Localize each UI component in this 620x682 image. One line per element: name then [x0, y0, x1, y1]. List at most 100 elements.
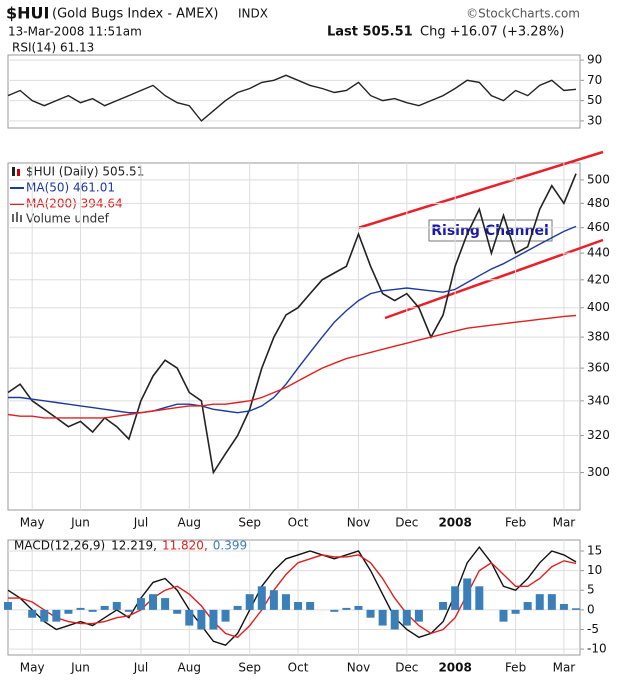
y-tick-label: 360 [587, 361, 610, 375]
macd-panel [7, 539, 581, 656]
x-tick-label: Sep [238, 516, 261, 530]
last: Last 505.51 [327, 25, 413, 40]
histogram-bar [475, 586, 484, 610]
y-tick-label: -5 [587, 622, 599, 636]
histogram-bar [124, 609, 133, 612]
x-tick-label: Oct [288, 661, 309, 675]
legend-label: $HUI (Daily) 505.51 [26, 165, 144, 179]
histogram-bar [209, 609, 218, 630]
histogram-bar [161, 598, 170, 610]
histogram-bar [559, 603, 568, 610]
histogram-bar [378, 609, 387, 626]
y-tick-label: 320 [587, 428, 610, 442]
x-tick-label: Mar [553, 516, 576, 530]
histogram-bar [257, 586, 266, 610]
credit: ©StockCharts.com [466, 7, 580, 21]
x-tick-label: Aug [178, 661, 201, 675]
x-tick-label: Feb [505, 516, 526, 530]
histogram-bar [197, 609, 206, 630]
date: 13-Mar-2008 11:51am [8, 25, 142, 39]
histogram-bar [245, 594, 254, 610]
x-tick-label: Nov [347, 661, 370, 675]
histogram-bar [76, 607, 85, 610]
histogram-bar [28, 609, 37, 618]
legend-value: 12.219, [111, 539, 157, 553]
y-tick-label: 480 [587, 196, 610, 210]
y-tick-label: -10 [587, 642, 607, 656]
x-tick-label: Oct [288, 516, 309, 530]
price-legend: Volume undef $HUI (Daily) 505.51 MA(50) 4… [10, 165, 144, 226]
symbol: $HUI [6, 4, 49, 23]
histogram-bar [149, 594, 158, 610]
histogram-bar [330, 609, 339, 612]
y-tick-label: 15 [587, 543, 602, 557]
annotation-box [428, 219, 553, 242]
histogram-bar [4, 602, 12, 610]
histogram-bar [64, 609, 73, 614]
legend-label: MA(50) 461.01 [26, 181, 115, 195]
histogram-bar [390, 609, 399, 630]
exchange: INDX [238, 7, 268, 21]
x-tick-label: 2008 [438, 661, 471, 675]
histogram-bar [281, 594, 290, 610]
y-tick-label: 30 [587, 113, 602, 127]
y-tick-label: 460 [587, 220, 610, 234]
rsi-panel [7, 54, 581, 129]
x-tick-label: Jul [133, 661, 148, 675]
y-tick-label: 0 [587, 602, 595, 616]
x-tick-label: Jun [70, 661, 90, 675]
chart-title: (Gold Bugs Index - AMEX) [52, 7, 218, 22]
histogram-bar [402, 609, 411, 626]
histogram-bar [511, 609, 520, 614]
x-tick-label: Mar [553, 661, 576, 675]
histogram-bar [354, 605, 363, 610]
histogram-bar [136, 598, 145, 610]
macd-title: MACD(12,26,9) [14, 539, 105, 553]
x-tick-label: Dec [395, 516, 418, 530]
x-tick-label: Jul [133, 516, 148, 530]
histogram-bar [100, 605, 109, 610]
histogram-bar [451, 586, 460, 610]
x-tick-label: Sep [238, 661, 261, 675]
legend-swatch [17, 169, 20, 176]
legend-swatch [16, 212, 18, 222]
x-tick-label: Feb [505, 661, 526, 675]
y-tick-label: 5 [587, 583, 595, 597]
series-line [7, 173, 577, 475]
histogram-bar [306, 602, 315, 610]
x-tick-label: Nov [347, 516, 370, 530]
histogram-bar [535, 594, 544, 610]
histogram-bar [547, 594, 556, 610]
series-line [7, 545, 577, 646]
histogram-bar [414, 609, 423, 622]
y-tick-label: 440 [587, 246, 610, 260]
y-tick-label: 380 [587, 330, 610, 344]
histogram-bar [52, 609, 61, 622]
x-tick-label: 2008 [438, 516, 471, 530]
histogram-bar [233, 605, 242, 610]
series-line [7, 74, 577, 122]
histogram-bar [523, 602, 532, 610]
y-tick-label: 400 [587, 300, 610, 314]
histogram-bar [463, 578, 472, 610]
annotation: Rising Channel [431, 223, 549, 239]
y-tick-label: 420 [587, 272, 610, 286]
histogram-bar [88, 609, 97, 612]
histogram-bar [572, 608, 580, 610]
y-tick-label: 70 [587, 73, 602, 87]
legend-value: 11.820, [162, 539, 208, 553]
histogram-bar [112, 602, 121, 610]
histogram-bar [40, 609, 49, 622]
legend-swatch [20, 215, 22, 222]
x-tick-label: May [20, 516, 45, 530]
y-tick-label: 300 [587, 465, 610, 479]
y-tick-label: 90 [587, 53, 602, 67]
series-line [8, 225, 577, 414]
channel-upper [357, 150, 604, 230]
y-tick-label: 10 [587, 563, 602, 577]
histogram-bar [366, 609, 375, 618]
change: Chg +16.07 (+3.28%) [420, 25, 564, 40]
x-tick-label: Jun [70, 516, 90, 530]
rsi-title: RSI(14) 61.13 [12, 41, 94, 55]
